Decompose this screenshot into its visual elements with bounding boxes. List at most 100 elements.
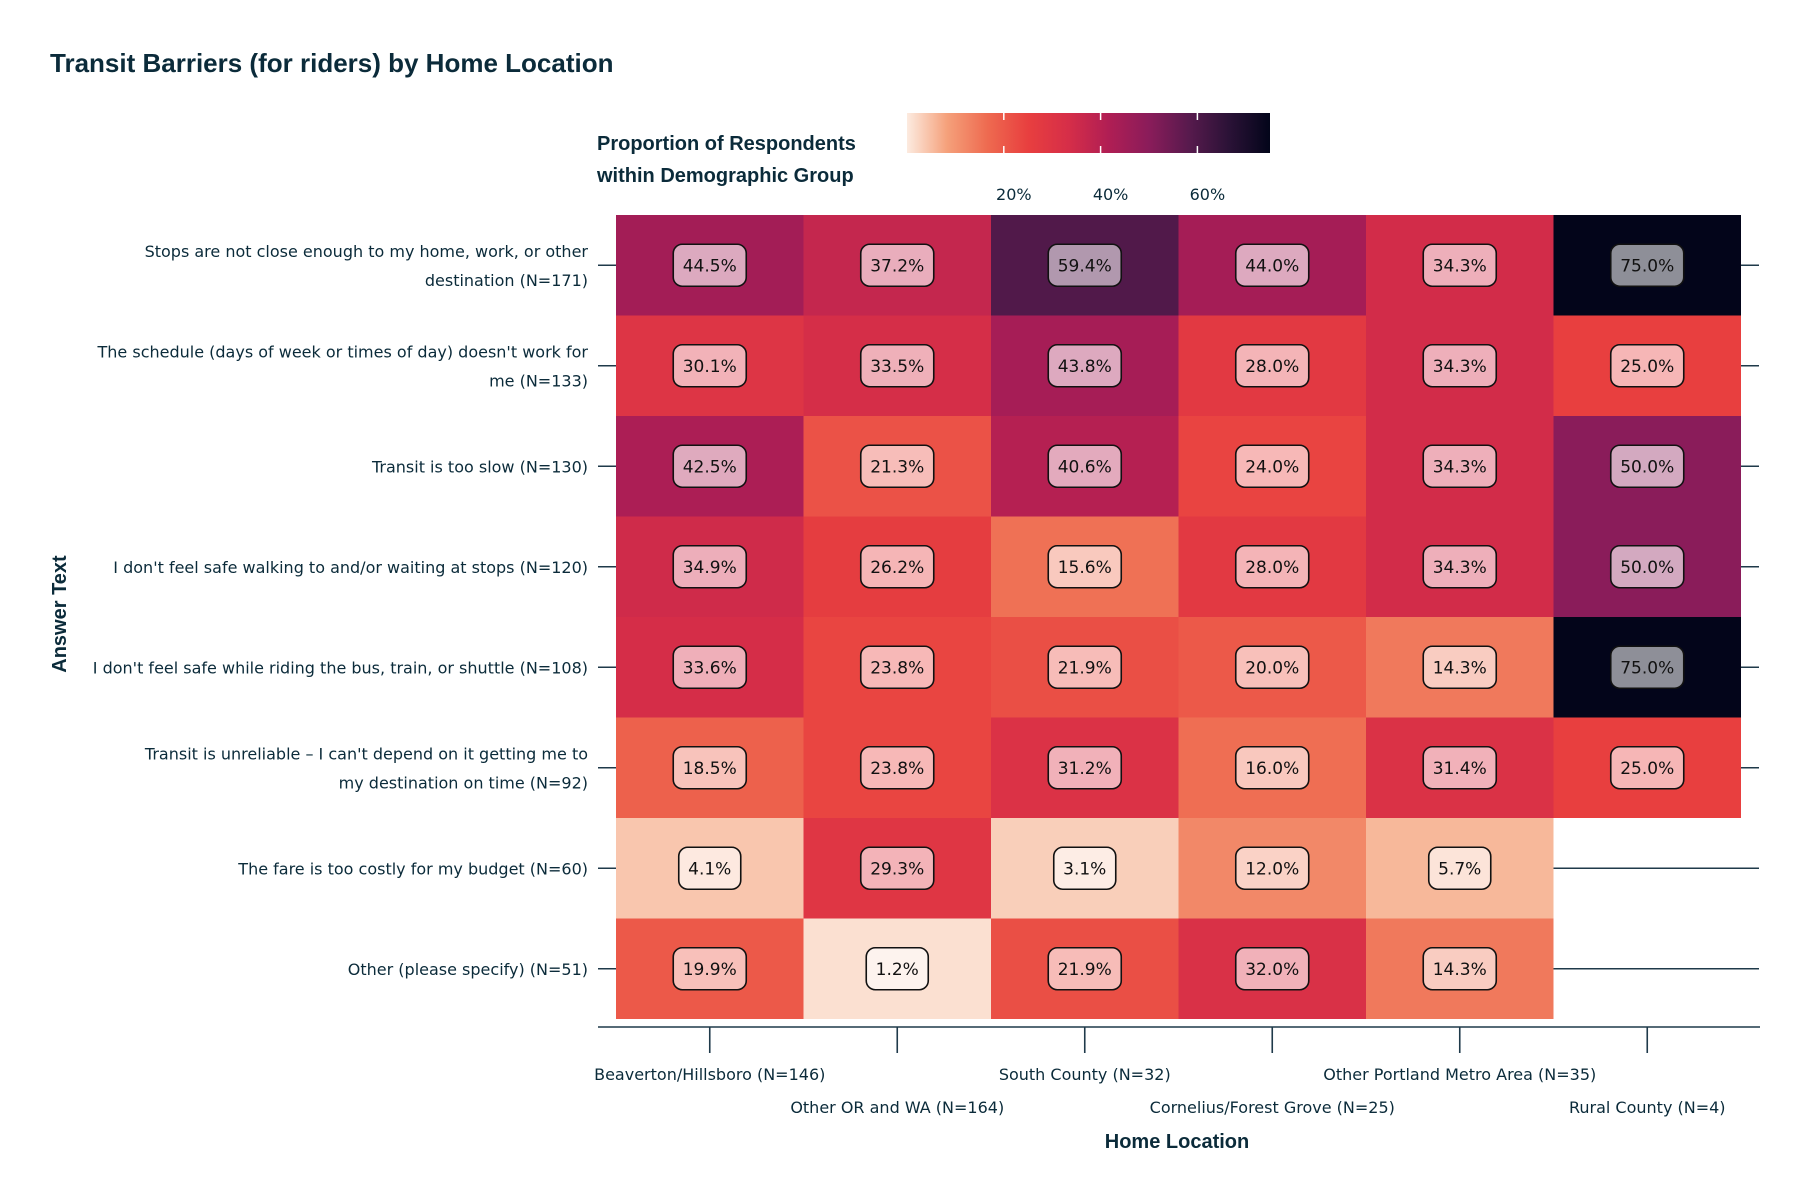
cell-value-label: 33.6% [683, 658, 737, 678]
cell-label-box [859, 444, 935, 489]
cell-value-label: 25.0% [1620, 759, 1674, 779]
cell-value-label: 34.3% [1433, 256, 1487, 276]
y-tick-label: Transit is too slow (N=130) [371, 457, 588, 476]
cell-value-label: 21.3% [870, 457, 924, 477]
cell-value-label: 26.2% [870, 558, 924, 578]
cell-value-label: 75.0% [1620, 256, 1674, 276]
cell-label-box [859, 243, 935, 288]
cell-value-label: 34.3% [1433, 558, 1487, 578]
cell-label-box [1234, 946, 1310, 991]
cell-label-box [672, 946, 748, 991]
cell-value-label: 14.3% [1433, 960, 1487, 980]
cell-label-box [1234, 745, 1310, 790]
cell-label-box [1234, 343, 1310, 388]
cell-value-label: 4.1% [688, 859, 731, 879]
legend-title-line-1: Proportion of Respondents [597, 133, 856, 155]
cell-value-label: 50.0% [1620, 457, 1674, 477]
cell-value-label: 20.0% [1245, 658, 1299, 678]
cell-value-label: 75.0% [1620, 658, 1674, 678]
cell-value-label: 25.0% [1620, 357, 1674, 377]
x-tick-label: Other Portland Metro Area (N=35) [1323, 1065, 1596, 1084]
cell-value-label: 5.7% [1438, 859, 1481, 879]
y-tick-label: I don't feel safe while riding the bus, … [93, 658, 588, 677]
cell-value-label: 42.5% [683, 457, 737, 477]
cell-label-box [1047, 544, 1123, 589]
x-tick-label: Beaverton/Hillsboro (N=146) [594, 1065, 825, 1084]
cell-label-box [672, 544, 748, 589]
cell-value-label: 30.1% [683, 357, 737, 377]
cell-label-box [1422, 243, 1498, 288]
cell-label-box [1422, 343, 1498, 388]
x-tick-label: Other OR and WA (N=164) [790, 1098, 1004, 1117]
cell-value-label: 34.9% [683, 558, 737, 578]
legend-colorbar [907, 113, 1270, 153]
legend-tick-label: 40% [1093, 185, 1129, 204]
cell-label-box [672, 243, 748, 288]
legend-tick-label: 60% [1190, 185, 1226, 204]
cell-value-label: 14.3% [1433, 658, 1487, 678]
cell-value-label: 1.2% [876, 960, 919, 980]
cell-value-label: 29.3% [870, 859, 924, 879]
legend-tick-label: 20% [996, 185, 1032, 204]
cell-label-box [672, 444, 748, 489]
cell-value-label: 21.9% [1058, 960, 1112, 980]
cell-label-box [1422, 946, 1498, 991]
cell-label-box [672, 745, 748, 790]
x-tick-label: Rural County (N=4) [1569, 1098, 1726, 1117]
cell-label-box [672, 343, 748, 388]
cell-label-box [1047, 444, 1123, 489]
cell-label-box [1234, 243, 1310, 288]
cell-value-label: 59.4% [1058, 256, 1112, 276]
cell-value-label: 31.2% [1058, 759, 1112, 779]
cell-value-label: 34.3% [1433, 457, 1487, 477]
cell-label-box [1609, 444, 1685, 489]
cell-label-box [1047, 645, 1123, 690]
cell-value-label: 28.0% [1245, 357, 1299, 377]
cell-label-box [1609, 645, 1685, 690]
cell-label-box [1422, 645, 1498, 690]
cell-label-box [1052, 846, 1117, 891]
cell-label-box [1609, 243, 1685, 288]
y-tick-label: Stops are not close enough to my home, w… [145, 242, 589, 290]
legend-ticks: 20% 40% 60% [996, 113, 1225, 204]
y-tick-label: I don't feel safe walking to and/or wait… [113, 558, 588, 577]
x-axis-title: Home Location [1105, 1131, 1249, 1153]
cell-value-label: 23.8% [870, 759, 924, 779]
cell-label-box [859, 745, 935, 790]
cell-label-box [859, 343, 935, 388]
cell-value-label: 12.0% [1245, 859, 1299, 879]
cell-value-label: 43.8% [1058, 357, 1112, 377]
cell-label-box [865, 946, 930, 991]
y-tick-label: The schedule (days of week or times of d… [97, 342, 589, 390]
cell-label-box [677, 846, 742, 891]
cell-label-box [1234, 544, 1310, 589]
cell-label-box [1047, 745, 1123, 790]
cell-label-box [1422, 544, 1498, 589]
cell-value-label: 24.0% [1245, 457, 1299, 477]
cell-label-box [1234, 444, 1310, 489]
cell-value-label: 44.5% [683, 256, 737, 276]
cell-label-box [1422, 745, 1498, 790]
cell-label-box [1234, 645, 1310, 690]
y-axis-title: Answer Text [49, 555, 71, 673]
cell-label-box [1047, 243, 1123, 288]
cell-value-label: 33.5% [870, 357, 924, 377]
cell-value-label: 40.6% [1058, 457, 1112, 477]
y-tick-label: Other (please specify) (N=51) [348, 960, 588, 979]
cell-value-label: 34.3% [1433, 357, 1487, 377]
cell-label-box [859, 645, 935, 690]
cell-value-label: 28.0% [1245, 558, 1299, 578]
cell-label-box [1427, 846, 1492, 891]
cell-label-box [1047, 343, 1123, 388]
cell-value-label: 37.2% [870, 256, 924, 276]
cell-value-label: 15.6% [1058, 558, 1112, 578]
cell-label-box [1047, 946, 1123, 991]
y-axis: Stops are not close enough to my home, w… [93, 242, 1759, 979]
cell-value-label: 50.0% [1620, 558, 1674, 578]
heatmap-cells: 44.5% 37.2% 59.4% 44.0% 34.3% 75.0% 30.1% 33.5%… [616, 215, 1741, 1019]
cell-label-box [1234, 846, 1310, 891]
cell-label-box [1609, 745, 1685, 790]
cell-value-label: 44.0% [1245, 256, 1299, 276]
x-tick-label: South County (N=32) [999, 1065, 1171, 1084]
